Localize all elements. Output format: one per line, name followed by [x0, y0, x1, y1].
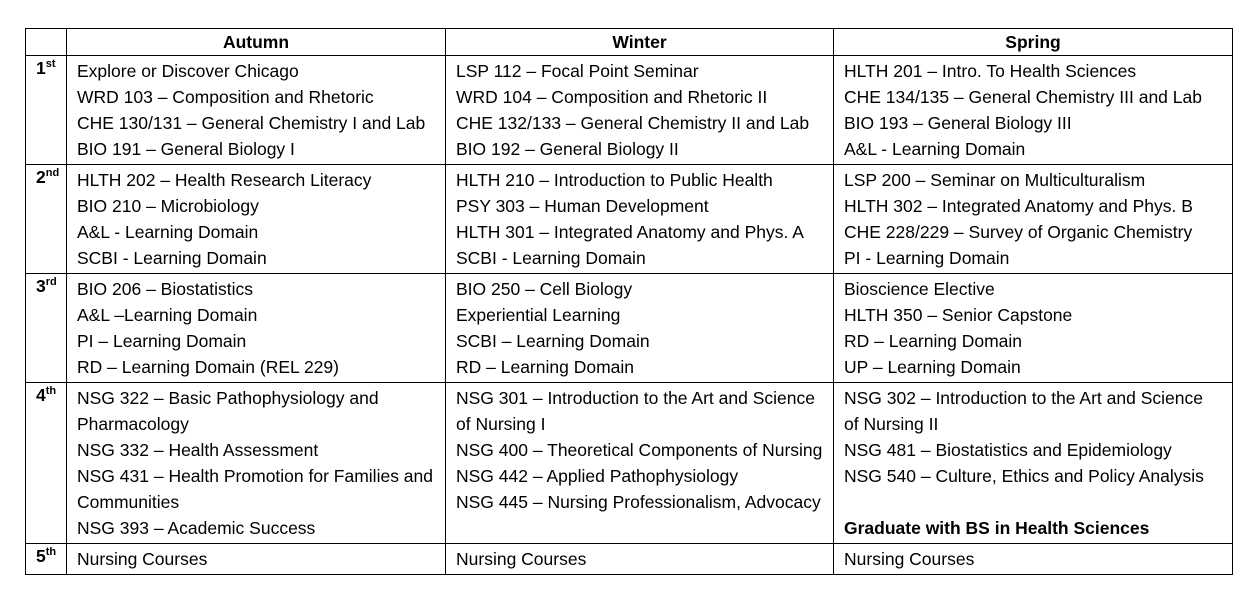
course-line: BIO 250 – Cell Biology [456, 279, 633, 299]
course-line: LSP 112 – Focal Point Seminar [456, 61, 699, 81]
year-ordinal-suffix: th [45, 546, 57, 559]
course-line: Explore or Discover Chicago [77, 61, 299, 81]
year-ordinal-suffix: nd [45, 167, 60, 180]
course-line: NSG 332 – Health Assessment [77, 440, 319, 460]
course-line: A&L - Learning Domain [77, 222, 259, 242]
course-line: HLTH 302 – Integrated Anatomy and Phys. … [844, 196, 1193, 216]
graduation-note: Graduate with BS in Health Sciences [844, 518, 1150, 538]
course-line: BIO 192 – General Biology II [456, 139, 679, 159]
course-line: BIO 191 – General Biology I [77, 139, 295, 159]
year-number: 4 [36, 385, 46, 405]
year-ordinal-suffix: st [45, 58, 56, 71]
course-line: Nursing Courses [844, 549, 975, 569]
corner-header-cell [25, 28, 67, 56]
year-cell-5: 5th [25, 543, 67, 575]
course-line: NSG 301 – Introduction to the Art and Sc… [456, 388, 815, 434]
course-line: PI - Learning Domain [844, 248, 1010, 268]
course-line: SCBI - Learning Domain [456, 248, 646, 268]
spring-cell-year-4: NSG 302 – Introduction to the Art and Sc… [833, 382, 1233, 544]
year-cell-2: 2nd [25, 164, 67, 274]
course-line: WRD 103 – Composition and Rhetoric [77, 87, 374, 107]
course-line: NSG 393 – Academic Success [77, 518, 316, 538]
winter-cell-year-1: LSP 112 – Focal Point Seminar WRD 104 – C… [445, 55, 834, 165]
course-line: NSG 302 – Introduction to the Art and Sc… [844, 388, 1203, 434]
course-list: NSG 302 – Introduction to the Art and Sc… [844, 385, 1222, 489]
course-line: A&L - Learning Domain [844, 139, 1026, 159]
course-line: NSG 540 – Culture, Ethics and Policy Ana… [844, 466, 1204, 486]
table-row-year-2: 2nd HLTH 202 – Health Research Literacy B… [25, 164, 1233, 274]
course-line: Bioscience Elective [844, 279, 995, 299]
table-row-year-5: 5th Nursing Courses Nursing Courses Nurs… [25, 543, 1233, 575]
course-line: SCBI - Learning Domain [77, 248, 267, 268]
table-row-year-1: 1st Explore or Discover Chicago WRD 103 –… [25, 55, 1233, 165]
year-number: 1 [36, 58, 46, 78]
course-line: RD – Learning Domain (REL 229) [77, 357, 339, 377]
course-line: UP – Learning Domain [844, 357, 1021, 377]
course-line: NSG 442 – Applied Pathophysiology [456, 466, 739, 486]
year-number: 2 [36, 167, 46, 187]
spring-cell-year-1: HLTH 201 – Intro. To Health Sciences CHE … [833, 55, 1233, 165]
course-line: RD – Learning Domain [844, 331, 1023, 351]
course-line: CHE 132/133 – General Chemistry II and L… [456, 113, 810, 133]
course-line: HLTH 301 – Integrated Anatomy and Phys. … [456, 222, 804, 242]
course-line: NSG 481 – Biostatistics and Epidemiology [844, 440, 1172, 460]
winter-cell-year-3: BIO 250 – Cell Biology Experiential Learn… [445, 273, 834, 383]
course-line: RD – Learning Domain [456, 357, 635, 377]
course-line: PSY 303 – Human Development [456, 196, 709, 216]
course-line: Nursing Courses [456, 549, 587, 569]
spring-cell-year-3: Bioscience Elective HLTH 350 – Senior Cap… [833, 273, 1233, 383]
autumn-cell-year-2: HLTH 202 – Health Research Literacy BIO 2… [66, 164, 446, 274]
year-ordinal-suffix: rd [45, 276, 57, 289]
course-line: HLTH 202 – Health Research Literacy [77, 170, 372, 190]
course-line: NSG 322 – Basic Pathophysiology and Phar… [77, 388, 379, 434]
column-header-spring: Spring [833, 28, 1233, 56]
course-line: BIO 206 – Biostatistics [77, 279, 254, 299]
course-line: Nursing Courses [77, 549, 208, 569]
year-number: 5 [36, 546, 46, 566]
spring-cell-year-5: Nursing Courses [833, 543, 1233, 575]
course-line: Experiential Learning [456, 305, 621, 325]
year-cell-4: 4th [25, 382, 67, 544]
year-cell-1: 1st [25, 55, 67, 165]
course-line: HLTH 350 – Senior Capstone [844, 305, 1073, 325]
header-row: Autumn Winter Spring [25, 28, 1233, 56]
course-line: CHE 228/229 – Survey of Organic Chemistr… [844, 222, 1193, 242]
autumn-cell-year-5: Nursing Courses [66, 543, 446, 575]
course-line: WRD 104 – Composition and Rhetoric II [456, 87, 768, 107]
winter-cell-year-4: NSG 301 – Introduction to the Art and Sc… [445, 382, 834, 544]
course-line: NSG 445 – Nursing Professionalism, Advoc… [456, 492, 821, 512]
year-cell-3: 3rd [25, 273, 67, 383]
winter-cell-year-2: HLTH 210 – Introduction to Public Health… [445, 164, 834, 274]
course-line: LSP 200 – Seminar on Multiculturalism [844, 170, 1146, 190]
course-line: PI – Learning Domain [77, 331, 247, 351]
spring-cell-year-2: LSP 200 – Seminar on Multiculturalism HLT… [833, 164, 1233, 274]
course-line: CHE 130/131 – General Chemistry I and La… [77, 113, 426, 133]
winter-cell-year-5: Nursing Courses [445, 543, 834, 575]
autumn-cell-year-1: Explore or Discover Chicago WRD 103 – Com… [66, 55, 446, 165]
course-line: CHE 134/135 – General Chemistry III and … [844, 87, 1202, 107]
table-row-year-4: 4th NSG 322 – Basic Pathophysiology and … [25, 382, 1233, 544]
course-line: BIO 193 – General Biology III [844, 113, 1072, 133]
table-row-year-3: 3rd BIO 206 – Biostatistics A&L –Learning… [25, 273, 1233, 383]
autumn-cell-year-4: NSG 322 – Basic Pathophysiology and Phar… [66, 382, 446, 544]
course-line: BIO 210 – Microbiology [77, 196, 259, 216]
course-line: A&L –Learning Domain [77, 305, 258, 325]
course-line: HLTH 210 – Introduction to Public Health [456, 170, 773, 190]
year-number: 3 [36, 276, 46, 296]
column-header-autumn: Autumn [66, 28, 446, 56]
course-line: NSG 431 – Health Promotion for Families … [77, 466, 433, 512]
course-line: NSG 400 – Theoretical Components of Nurs… [456, 440, 823, 460]
course-line: SCBI – Learning Domain [456, 331, 650, 351]
course-line: HLTH 201 – Intro. To Health Sciences [844, 61, 1137, 81]
curriculum-table: Autumn Winter Spring 1st Explore or Disc… [25, 28, 1233, 575]
autumn-cell-year-3: BIO 206 – Biostatistics A&L –Learning Dom… [66, 273, 446, 383]
year-ordinal-suffix: th [45, 385, 57, 398]
column-header-winter: Winter [445, 28, 834, 56]
